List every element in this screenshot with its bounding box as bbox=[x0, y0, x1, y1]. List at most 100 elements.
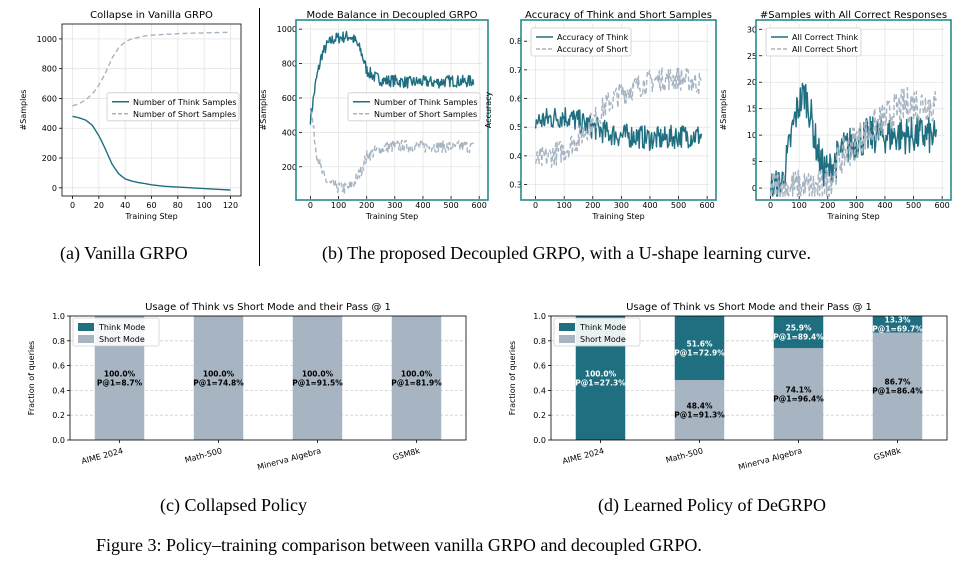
x-tick-label: 200 bbox=[585, 201, 600, 210]
x-tick-label: 40 bbox=[120, 201, 130, 210]
panel-divider bbox=[259, 8, 260, 266]
y-tick-label: 0.2 bbox=[533, 411, 546, 420]
bar-label-think: 51.6% bbox=[686, 339, 713, 348]
y-tick-label: 0.6 bbox=[52, 362, 65, 371]
y-tick-label: 0.5 bbox=[509, 123, 522, 132]
y-tick-label: 0.8 bbox=[52, 337, 65, 346]
y-tick-label: 0.2 bbox=[52, 411, 65, 420]
plot-frame bbox=[755, 19, 952, 201]
series-line-think bbox=[534, 107, 703, 152]
series-line-think bbox=[72, 115, 231, 191]
subcaption-b: (b) The proposed Decoupled GRPO, with a … bbox=[322, 243, 812, 263]
x-tick-label: GSM8k bbox=[873, 446, 903, 462]
x-tick-label: 0 bbox=[70, 201, 75, 210]
x-tick-label: Math-500 bbox=[184, 446, 223, 465]
y-axis-label: Fraction of queries bbox=[27, 341, 36, 415]
legend-box bbox=[530, 27, 632, 57]
legend-entry: Number of Short Samples bbox=[374, 110, 477, 119]
x-tick-label: 0 bbox=[768, 201, 773, 210]
chart-title: Usage of Think vs Short Mode and their P… bbox=[626, 302, 872, 313]
x-axis-label: Training Step bbox=[591, 212, 644, 221]
x-tick-label: 400 bbox=[415, 201, 430, 210]
chart-a: Collapse in Vanilla GRPO0200400600800100… bbox=[19, 10, 242, 221]
subcaption-c: (c) Collapsed Policy bbox=[160, 495, 307, 515]
x-tick-label: 400 bbox=[877, 201, 892, 210]
x-axis-label: Training Step bbox=[826, 212, 879, 221]
y-tick-label: 10 bbox=[747, 131, 757, 140]
y-tick-label: 25 bbox=[747, 52, 757, 61]
y-tick-label: 0.0 bbox=[52, 436, 65, 445]
chart-e: Usage of Think vs Short Mode and their P… bbox=[27, 302, 467, 472]
bar-label-short: P@1=86.4% bbox=[872, 387, 923, 396]
y-tick-label: 800 bbox=[282, 60, 297, 69]
plot-axes bbox=[550, 315, 948, 441]
legend-entry: Short Mode bbox=[99, 335, 145, 344]
x-tick-label: 100 bbox=[331, 201, 346, 210]
series-line-short bbox=[309, 109, 475, 194]
x-tick-label: 120 bbox=[223, 201, 238, 210]
y-tick-label: 30 bbox=[747, 25, 757, 34]
bar-label-short: 100.0% bbox=[302, 370, 334, 379]
x-tick-label: 600 bbox=[472, 201, 487, 210]
bar-label-think: 13.3% bbox=[884, 316, 911, 325]
y-tick-label: 0.4 bbox=[509, 152, 522, 161]
plot-axes bbox=[61, 23, 242, 197]
x-tick-label: 300 bbox=[849, 201, 864, 210]
y-axis-label: Fraction of queries bbox=[508, 341, 517, 415]
x-tick-label: AIME 2024 bbox=[80, 446, 124, 466]
x-tick-label: 500 bbox=[671, 201, 686, 210]
legend-entry: Short Mode bbox=[580, 335, 626, 344]
x-tick-label: Math-500 bbox=[665, 446, 704, 465]
y-tick-label: 600 bbox=[282, 94, 297, 103]
bar-label-think: P@1=69.7% bbox=[872, 325, 923, 334]
y-tick-label: 200 bbox=[282, 163, 297, 172]
y-tick-label: 0 bbox=[52, 184, 57, 193]
y-tick-label: 20 bbox=[747, 78, 757, 87]
legend-swatch bbox=[78, 323, 94, 331]
y-tick-label: 0.4 bbox=[533, 386, 546, 395]
bar-short bbox=[674, 379, 725, 440]
bar-label-short: 100.0% bbox=[104, 370, 136, 379]
y-axis-label: Accuracy bbox=[484, 91, 493, 128]
y-tick-label: 0 bbox=[752, 184, 757, 193]
bar-label-think: P@1=89.4% bbox=[773, 333, 824, 342]
y-axis-label: #Samples bbox=[19, 90, 28, 131]
legend-entry: Number of Think Samples bbox=[374, 98, 478, 107]
legend-entry: All Correct Short bbox=[792, 45, 858, 54]
x-axis-label: Training Step bbox=[365, 212, 418, 221]
x-tick-label: 500 bbox=[906, 201, 921, 210]
legend-entry: Number of Think Samples bbox=[133, 98, 237, 107]
y-tick-label: 1.0 bbox=[533, 312, 546, 321]
chart-b: Mode Balance in Decoupled GRPO 200 400 600 8… bbox=[259, 10, 489, 221]
x-tick-label: 100 bbox=[792, 201, 807, 210]
plot-frame bbox=[520, 19, 717, 201]
x-tick-label: 100 bbox=[197, 201, 212, 210]
y-tick-label: 1000 bbox=[277, 25, 297, 34]
y-tick-label: 800 bbox=[42, 65, 57, 74]
x-tick-label: AIME 2024 bbox=[561, 446, 605, 466]
x-tick-label: 200 bbox=[820, 201, 835, 210]
bar-label-short: 74.1% bbox=[785, 386, 812, 395]
y-tick-label: 15 bbox=[747, 105, 757, 114]
bar-label-short: 100.0% bbox=[203, 370, 235, 379]
subcaption-d: (d) Learned Policy of DeGRPO bbox=[598, 495, 826, 515]
chart-f: Usage of Think vs Short Mode and their P… bbox=[508, 302, 948, 472]
legend-entry: Number of Short Samples bbox=[133, 110, 236, 119]
bar-label-short: P@1=8.7% bbox=[97, 379, 143, 388]
legend-box bbox=[72, 317, 160, 347]
x-tick-label: 60 bbox=[146, 201, 156, 210]
bar-label-short: 100.0% bbox=[401, 370, 433, 379]
x-tick-label: 200 bbox=[359, 201, 374, 210]
figure-caption: Figure 3: Policy–training comparison bet… bbox=[96, 535, 702, 555]
y-tick-label: 1000 bbox=[37, 35, 57, 44]
y-tick-label: 0.3 bbox=[509, 181, 522, 190]
series-line-short bbox=[769, 86, 938, 197]
legend-entry: Accuracy of Think bbox=[557, 33, 629, 42]
y-tick-label: 1.0 bbox=[52, 312, 65, 321]
legend-swatch bbox=[559, 335, 575, 343]
legend-swatch bbox=[78, 335, 94, 343]
y-tick-label: 200 bbox=[42, 154, 57, 163]
bar-label-short: P@1=91.3% bbox=[674, 410, 725, 419]
y-tick-label: 0.4 bbox=[52, 386, 65, 395]
